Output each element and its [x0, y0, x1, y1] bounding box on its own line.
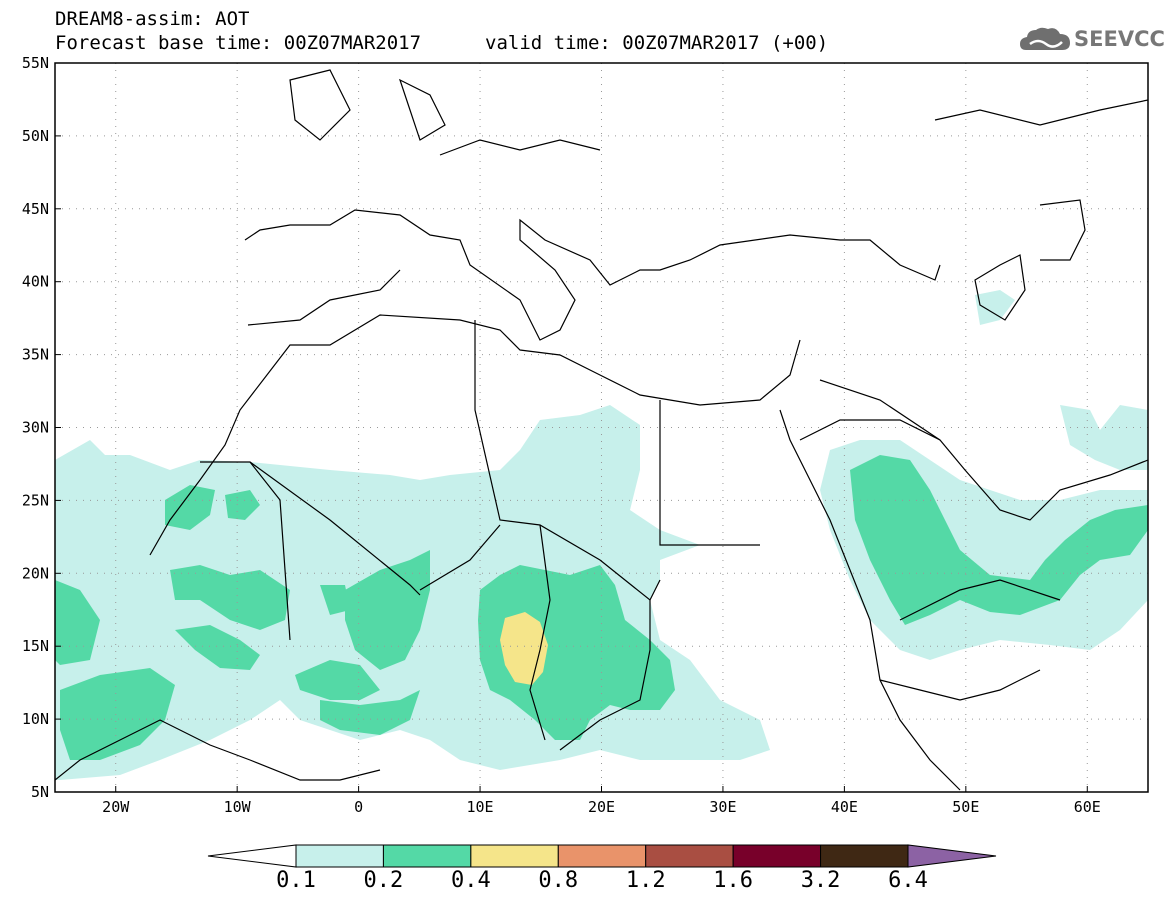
- colorbar-segment: [645, 844, 734, 868]
- colorbar-label: 1.6: [713, 868, 754, 893]
- coastlines-and-borders: [55, 69, 1148, 791]
- colorbar-label: 3.2: [800, 868, 841, 893]
- lat-tick-label: 50N: [22, 127, 49, 145]
- colorbar-segment: [732, 844, 822, 868]
- colorbar-min-arrow: [207, 844, 297, 868]
- colorbar-label: 0.4: [450, 868, 491, 893]
- valid-time: valid time: 00Z07MAR2017 (+00): [485, 32, 829, 54]
- colorbar-max-arrow: [907, 844, 997, 868]
- lat-tick-label: 40N: [22, 273, 49, 291]
- lat-tick-label: 5N: [31, 783, 49, 801]
- lon-tick-label: 60E: [1074, 798, 1101, 816]
- colorbar-label: 0.8: [538, 868, 579, 893]
- forecast-base-time: Forecast base time: 00Z07MAR2017: [55, 32, 422, 54]
- colorbar-segment: [295, 844, 384, 868]
- seevccc-logo: SEEVCCC: [1018, 24, 1165, 56]
- lon-tick-label: 30E: [709, 798, 736, 816]
- lat-tick-label: 25N: [22, 491, 49, 509]
- lat-tick-label: 10N: [22, 710, 49, 728]
- lon-tick-label: 0: [354, 798, 363, 816]
- lat-tick-label: 45N: [22, 200, 49, 218]
- lat-tick-label: 30N: [22, 419, 49, 437]
- cloud-icon: [1020, 27, 1070, 50]
- colorbar-label: 0.2: [363, 868, 404, 893]
- latitude-ticks: 5N 10N 15N 20N 25N 30N 35N 40N 45N 50N 55N: [22, 54, 61, 801]
- colorbar-segment: [382, 844, 472, 868]
- lat-tick-label: 55N: [22, 54, 49, 72]
- colorbar-label: 0.1: [276, 868, 316, 893]
- map-title: DREAM8-assim: AOT: [55, 8, 250, 30]
- colorbar-segment: [470, 844, 559, 868]
- lat-tick-label: 20N: [22, 564, 49, 582]
- lat-tick-label: 15N: [22, 637, 49, 655]
- colorbar-segment: [557, 844, 647, 868]
- longitude-ticks: 20W 10W 0 10E 20E 30E 40E 50E 60E: [102, 786, 1101, 816]
- colorbar-label: 1.2: [625, 868, 666, 893]
- lon-tick-label: 20W: [102, 798, 130, 816]
- aot-level-0.2: [55, 455, 1148, 760]
- lat-tick-label: 35N: [22, 346, 49, 364]
- colorbar-segment: [820, 844, 909, 868]
- lon-tick-label: 20E: [588, 798, 615, 816]
- lon-tick-label: 10E: [467, 798, 494, 816]
- lon-tick-label: 50E: [952, 798, 979, 816]
- logo-text: SEEVCCC: [1074, 27, 1165, 51]
- aot-field: [55, 290, 1148, 780]
- lon-tick-label: 40E: [831, 798, 858, 816]
- colorbar-label: 6.4: [888, 868, 928, 893]
- lon-tick-label: 10W: [224, 798, 252, 816]
- colorbar: [207, 844, 997, 868]
